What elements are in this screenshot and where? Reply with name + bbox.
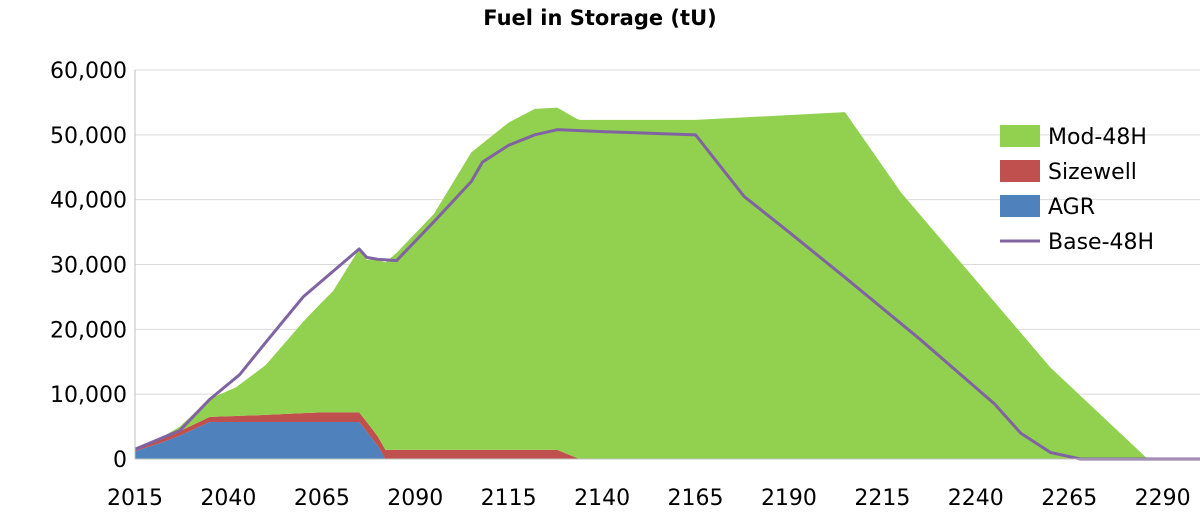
x-tick-label: 2115	[481, 486, 537, 511]
x-tick-label: 2040	[200, 486, 256, 511]
legend-label-base-48h: Base-48H	[1048, 230, 1154, 255]
y-tick-label: 30,000	[50, 254, 127, 279]
axes: 0 10,000 20,000 30,000 40,000 50,000 60,000 201…	[50, 59, 1200, 511]
x-tick-label: 2140	[574, 486, 630, 511]
x-tick-label: 2240	[948, 486, 1004, 511]
stacked-areas	[135, 107, 1200, 459]
legend-swatch-agr	[1000, 195, 1040, 217]
y-tick-label: 0	[113, 448, 127, 473]
y-tick-label: 40,000	[50, 189, 127, 214]
line-base-48h	[134, 128, 1200, 461]
x-tick-label: 2265	[1041, 486, 1097, 511]
x-tick-label: 2015	[107, 486, 163, 511]
x-tick-label: 2165	[668, 486, 724, 511]
legend-label-sizewell: Sizewell	[1048, 160, 1137, 185]
x-tick-label: 2090	[387, 486, 443, 511]
x-tick-label: 2290	[1135, 486, 1191, 511]
series-lines	[134, 128, 1200, 461]
x-tick-label: 2190	[761, 486, 817, 511]
area-mod-48h	[135, 107, 1200, 459]
chart-title: Fuel in Storage (tU)	[483, 6, 717, 30]
y-tick-label: 10,000	[50, 383, 127, 408]
legend: Mod-48H Sizewell AGR Base-48H	[1000, 125, 1154, 255]
legend-label-agr: AGR	[1048, 195, 1095, 220]
legend-swatch-sizewell	[1000, 160, 1040, 182]
legend-label-mod-48h: Mod-48H	[1048, 125, 1147, 150]
y-tick-label: 20,000	[50, 318, 127, 343]
y-tick-label: 50,000	[50, 124, 127, 149]
area-sizewell	[135, 412, 1200, 459]
area-agr	[135, 422, 1200, 459]
y-tick-label: 60,000	[50, 59, 127, 84]
legend-swatch-mod-48h	[1000, 125, 1040, 147]
x-tick-label: 2215	[854, 486, 910, 511]
x-tick-label: 2065	[294, 486, 350, 511]
